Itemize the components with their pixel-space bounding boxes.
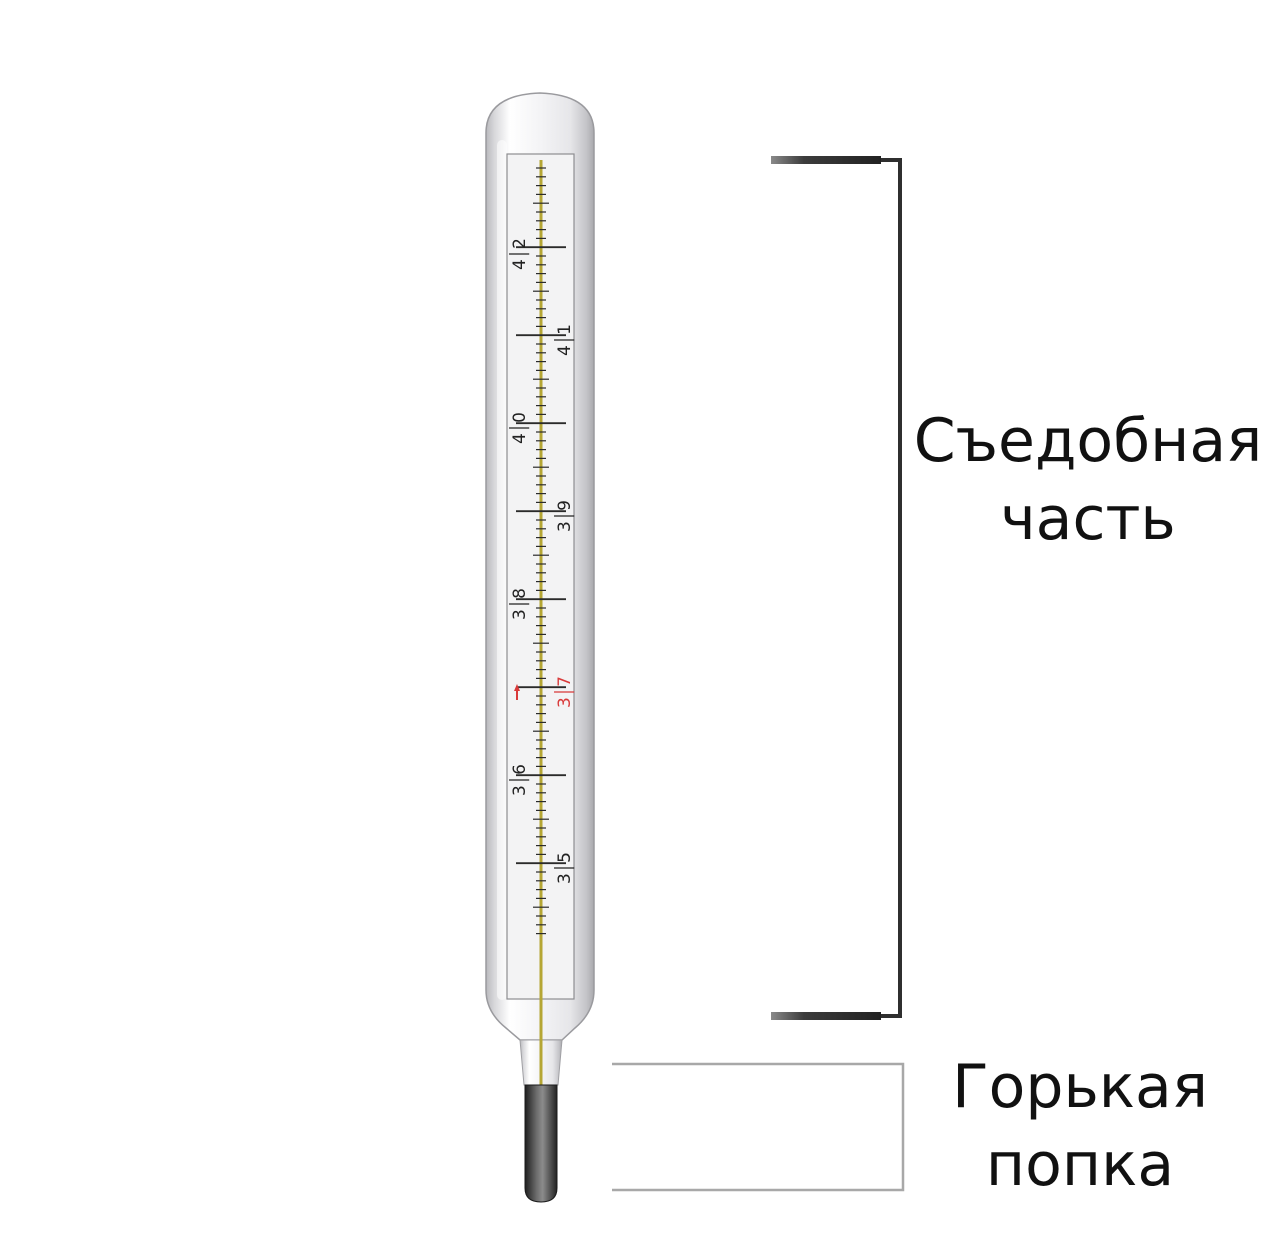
scale-label-38: 3│8 — [509, 588, 530, 620]
edible-part-label: Съедобная часть — [910, 402, 1266, 558]
bitter-part-label: Горькая попка — [920, 1048, 1240, 1204]
scale-label-35: 3│5 — [554, 852, 575, 884]
scale-label-36: 3│6 — [509, 764, 530, 796]
edible-part-label-line2: часть — [1000, 484, 1176, 554]
scale-label-40: 4│0 — [509, 412, 530, 444]
scale-labels: 4│2 4│1 4│0 3│9 3│8 3│7 3│6 3│5 — [509, 238, 575, 884]
thermometer-highlight — [497, 140, 507, 1000]
scale-label-42: 4│2 — [509, 238, 530, 270]
scale-label-37: 3│7 — [554, 676, 575, 708]
scale-label-41: 4│1 — [554, 324, 575, 356]
bitter-part-label-line2: попка — [985, 1130, 1175, 1200]
normal-temperature-mark — [514, 684, 520, 700]
thermometer-bulb-tip — [524, 1084, 558, 1203]
bitter-part-label-line1: Горькая — [952, 1052, 1208, 1122]
scale-label-39: 3│9 — [554, 500, 575, 532]
edible-part-bracket — [771, 156, 902, 1020]
thermometer: 4│2 4│1 4│0 3│9 3│8 3│7 3│6 3│5 — [485, 92, 595, 1203]
edible-part-label-line1: Съедобная — [913, 406, 1263, 476]
bitter-part-bracket — [612, 1062, 905, 1192]
scale-ticks — [516, 167, 566, 935]
